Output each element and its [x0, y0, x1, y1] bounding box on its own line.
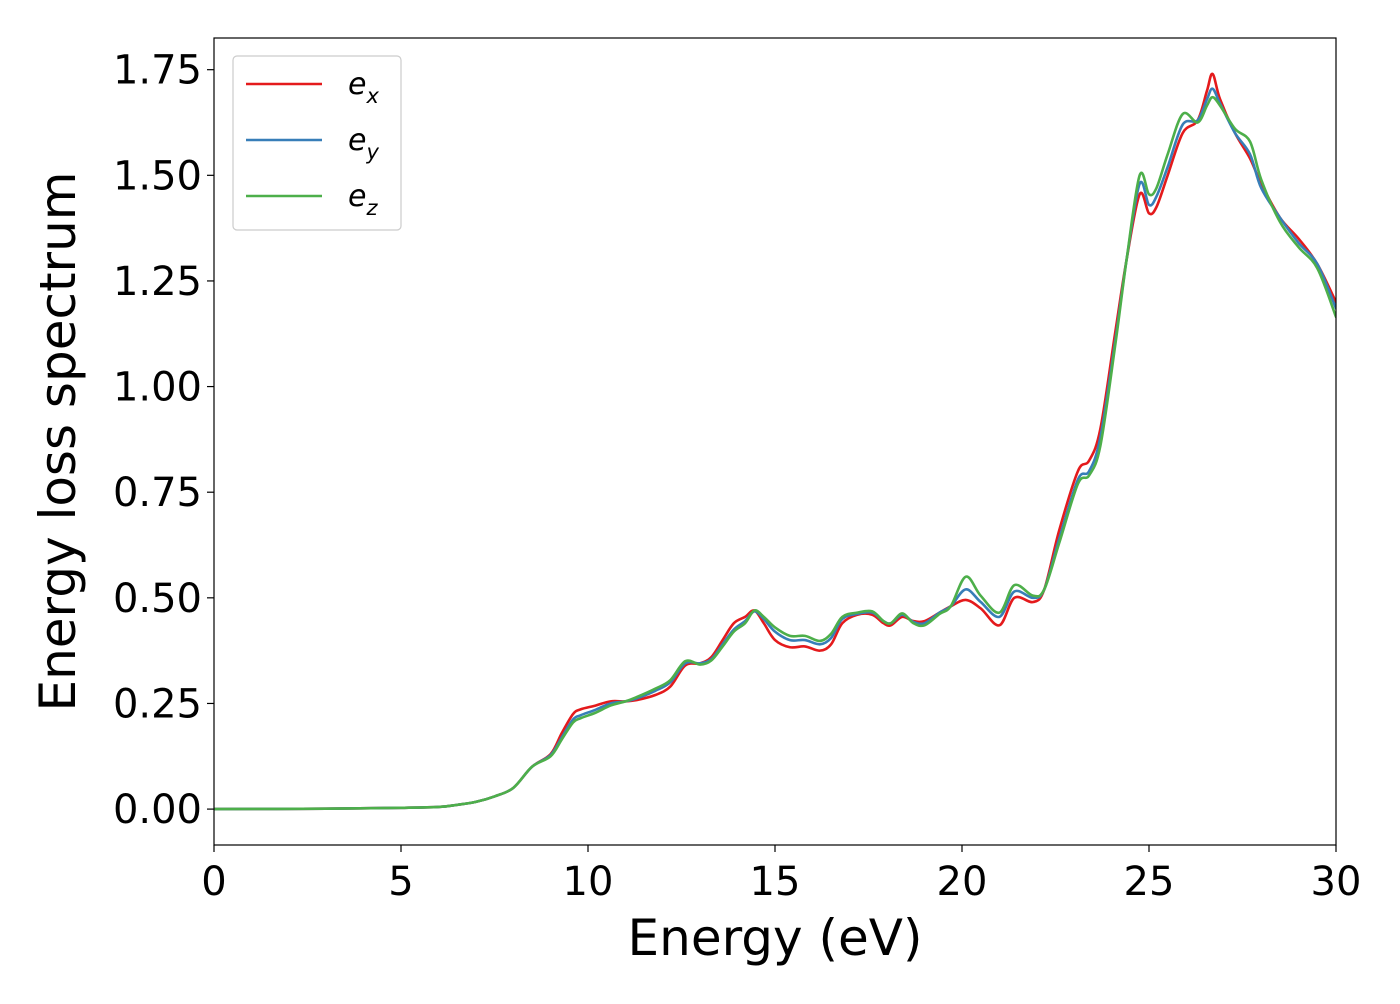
legend-label-e-x: ex [348, 67, 379, 108]
y-axis-ticks: 0.00 0.25 0.50 0.75 1.00 1.25 1.50 1.75 [113, 48, 214, 833]
legend-label-e-z: ez [348, 179, 378, 220]
y-tick-label: 1.25 [113, 259, 202, 305]
y-tick-label: 1.50 [113, 153, 202, 199]
x-tick-label: 5 [388, 859, 413, 905]
x-tick-label: 15 [750, 859, 801, 905]
x-axis-ticks: 0 5 10 15 20 25 30 [201, 845, 1361, 905]
legend-items: ex ey ez [246, 67, 379, 220]
series-layer [214, 72, 1336, 811]
legend-label-e-y: ey [348, 123, 379, 164]
y-tick-label: 0.75 [113, 470, 202, 516]
series-line-e-z [214, 95, 1336, 811]
x-tick-label: 0 [201, 859, 226, 905]
y-tick-label: 0.25 [113, 681, 202, 727]
x-tick-label: 30 [1311, 859, 1362, 905]
x-tick-label: 25 [1124, 859, 1175, 905]
y-axis-label: Energy loss spectrum [29, 171, 87, 711]
legend-box [232, 55, 402, 231]
x-tick-label: 10 [563, 859, 614, 905]
y-tick-label: 0.50 [113, 576, 202, 622]
y-tick-label: 0.00 [113, 787, 202, 833]
legend: ex ey ez [232, 55, 402, 231]
x-tick-label: 20 [937, 859, 988, 905]
y-tick-label: 1.75 [113, 48, 202, 94]
series-line-e-x [214, 72, 1336, 811]
x-axis-label: Energy (eV) [628, 909, 923, 967]
y-tick-label: 1.00 [113, 365, 202, 411]
